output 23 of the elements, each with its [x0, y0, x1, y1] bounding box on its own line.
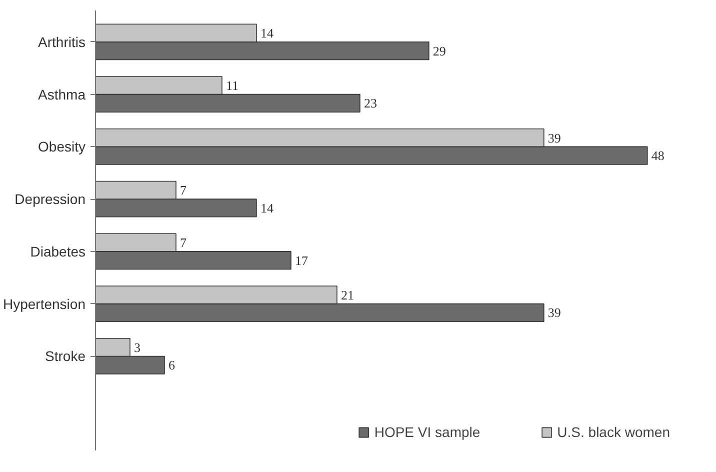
y-tick-label: Arthritis: [38, 34, 86, 50]
y-tick-label: Asthma: [38, 86, 86, 102]
data-label: 29: [432, 43, 446, 58]
y-tick-label: Depression: [14, 191, 86, 208]
y-tick-label: Diabetes: [30, 243, 86, 260]
data-label: 23: [364, 96, 377, 111]
data-label: 14: [260, 200, 274, 216]
y-tick-label: Hypertension: [3, 296, 86, 312]
data-label: 7: [180, 235, 187, 250]
data-label: 3: [134, 340, 140, 355]
data-label: 11: [226, 78, 239, 93]
y-tick-label: Obesity: [38, 138, 86, 155]
y-tick-label: Stroke: [45, 348, 86, 364]
legend-label: U.S. black women: [557, 424, 670, 440]
data-label: 17: [294, 252, 308, 268]
data-label: 39: [548, 305, 561, 320]
data-label: 48: [651, 148, 664, 164]
legend-label: HOPE VI sample: [374, 424, 480, 440]
data-label: 39: [548, 130, 561, 146]
data-label: 14: [260, 26, 274, 41]
data-label: 7: [180, 182, 187, 198]
data-label: 6: [168, 358, 176, 373]
data-label: 21: [340, 287, 354, 302]
